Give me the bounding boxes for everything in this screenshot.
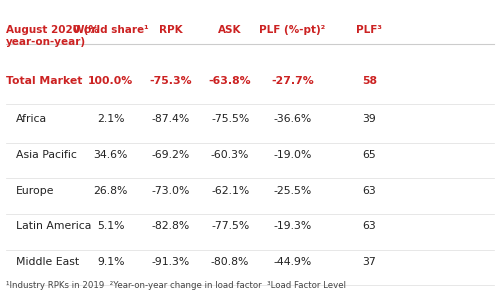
- Text: Europe: Europe: [16, 186, 55, 196]
- Text: 34.6%: 34.6%: [94, 150, 128, 160]
- Text: 26.8%: 26.8%: [94, 186, 128, 196]
- Text: -75.5%: -75.5%: [211, 114, 249, 124]
- Text: -91.3%: -91.3%: [152, 257, 190, 267]
- Text: Total Market: Total Market: [6, 76, 82, 86]
- Text: -80.8%: -80.8%: [211, 257, 250, 267]
- Text: -60.3%: -60.3%: [211, 150, 250, 160]
- Text: 63: 63: [362, 186, 376, 196]
- Text: Latin America: Latin America: [16, 221, 92, 231]
- Text: -19.0%: -19.0%: [273, 150, 312, 160]
- Text: ASK: ASK: [218, 25, 242, 35]
- Text: 9.1%: 9.1%: [97, 257, 124, 267]
- Text: -36.6%: -36.6%: [273, 114, 312, 124]
- Text: 65: 65: [362, 150, 376, 160]
- Text: PLF (%-pt)²: PLF (%-pt)²: [259, 25, 326, 35]
- Text: PLF³: PLF³: [356, 25, 382, 35]
- Text: -25.5%: -25.5%: [273, 186, 312, 196]
- Text: RPK: RPK: [158, 25, 182, 35]
- Text: -73.0%: -73.0%: [152, 186, 190, 196]
- Text: -77.5%: -77.5%: [211, 221, 249, 231]
- Text: -19.3%: -19.3%: [273, 221, 312, 231]
- Text: World share¹: World share¹: [73, 25, 148, 35]
- Text: 100.0%: 100.0%: [88, 76, 134, 86]
- Text: 63: 63: [362, 221, 376, 231]
- Text: 5.1%: 5.1%: [97, 221, 124, 231]
- Text: -62.1%: -62.1%: [211, 186, 249, 196]
- Text: -63.8%: -63.8%: [209, 76, 252, 86]
- Text: -75.3%: -75.3%: [149, 76, 192, 86]
- Text: 37: 37: [362, 257, 376, 267]
- Text: -69.2%: -69.2%: [152, 150, 190, 160]
- Text: 58: 58: [362, 76, 377, 86]
- Text: -87.4%: -87.4%: [152, 114, 190, 124]
- Text: Asia Pacific: Asia Pacific: [16, 150, 77, 160]
- Text: ¹Industry RPKs in 2019  ²Year-on-year change in load factor  ³Load Factor Level: ¹Industry RPKs in 2019 ²Year-on-year cha…: [6, 281, 346, 290]
- Text: -44.9%: -44.9%: [273, 257, 312, 267]
- Text: 2.1%: 2.1%: [97, 114, 124, 124]
- Text: 39: 39: [362, 114, 376, 124]
- Text: August 2020 (%
year-on-year): August 2020 (% year-on-year): [6, 25, 99, 47]
- Text: -82.8%: -82.8%: [152, 221, 190, 231]
- Text: Africa: Africa: [16, 114, 48, 124]
- Text: Middle East: Middle East: [16, 257, 80, 267]
- Text: -27.7%: -27.7%: [271, 76, 314, 86]
